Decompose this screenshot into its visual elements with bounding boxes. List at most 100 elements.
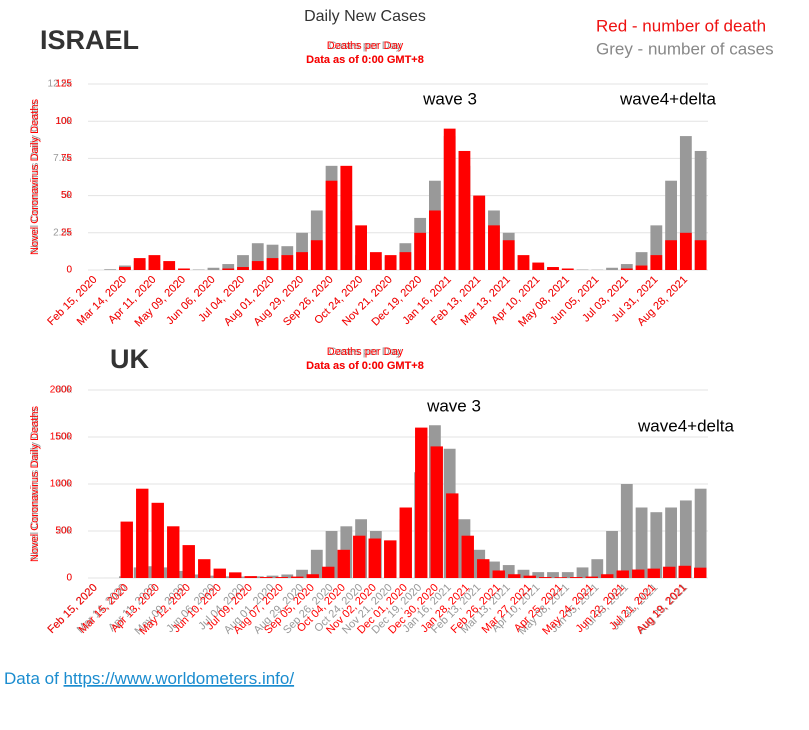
y-tick-label: 1500	[50, 432, 73, 443]
y-tick-label: 80k	[56, 385, 73, 396]
y-tick-label: 5k	[61, 190, 73, 201]
bar	[606, 267, 618, 270]
bar	[576, 567, 589, 578]
page-title: Daily New Cases	[304, 8, 426, 25]
bar	[266, 258, 279, 270]
bar	[136, 488, 149, 578]
bar	[167, 526, 180, 578]
chart-title: Deaths per Day	[327, 346, 404, 358]
bar	[325, 180, 338, 270]
bar	[120, 521, 133, 578]
bar	[635, 265, 648, 270]
bar	[291, 576, 304, 578]
bar	[532, 262, 545, 270]
annotation: wave4+delta	[619, 89, 716, 108]
bar	[632, 569, 645, 578]
bar	[222, 264, 235, 270]
y-tick-label: 0	[66, 265, 72, 276]
footer-text: Data of https://www.worldometers.info/	[4, 669, 294, 688]
bar	[679, 500, 692, 578]
bar	[554, 577, 567, 578]
bar	[281, 574, 294, 578]
y-tick-label: 100	[55, 116, 72, 127]
y-tick-label: 0	[66, 573, 72, 584]
bar	[523, 575, 536, 578]
y-tick-label: 20k	[56, 526, 73, 537]
bar	[163, 261, 176, 270]
y-axis-label: Novel Coronavirus Daily Deaths	[29, 99, 41, 255]
x-tick-label: Feb 15, 2020	[45, 274, 99, 328]
bar	[517, 255, 530, 270]
bar	[620, 268, 633, 270]
y-tick-label: 50	[61, 190, 73, 201]
y-axis-label: Novel Coronavirus Daily Cases	[29, 100, 41, 253]
bar	[368, 538, 381, 578]
bar	[620, 484, 633, 578]
bar	[547, 267, 559, 270]
bar	[606, 531, 618, 578]
y-tick-label: 500	[55, 526, 72, 537]
bar	[251, 576, 264, 578]
y-tick-label: 1000	[50, 479, 73, 490]
annotation: wave 3	[422, 89, 477, 108]
bar	[399, 252, 412, 270]
bar	[281, 255, 294, 270]
bar	[151, 502, 164, 578]
footer-label: Data of	[4, 669, 64, 688]
bar	[244, 576, 257, 578]
bar	[369, 252, 382, 270]
bar	[222, 576, 235, 578]
bar	[488, 225, 500, 270]
bar	[502, 565, 515, 578]
chart-subtitle: Data as of 0:00 GMT+8	[306, 54, 424, 66]
chart-subtitle: Data as of 0:00 GMT+8	[306, 360, 424, 372]
bar	[620, 264, 633, 270]
bar	[337, 549, 350, 578]
y-tick-label: 0	[66, 265, 72, 276]
bar	[547, 572, 559, 578]
bar	[650, 225, 663, 270]
annotation: wave 3	[426, 396, 481, 415]
bar	[260, 577, 273, 578]
y-tick-label: 0	[66, 573, 72, 584]
bar	[133, 258, 146, 270]
bar	[207, 575, 220, 578]
bar	[532, 572, 545, 578]
chart-subtitle: Data as of 0:00 GMT+8	[306, 54, 424, 66]
bar	[679, 136, 692, 270]
bar	[429, 210, 441, 270]
bar	[275, 577, 288, 578]
bar	[237, 267, 249, 270]
bar	[296, 569, 308, 578]
bar	[570, 577, 583, 578]
bar	[415, 427, 428, 578]
bar	[266, 244, 279, 270]
bar	[310, 240, 323, 270]
y-tick-label: 12.5k	[48, 79, 73, 90]
y-tick-label: 25	[61, 227, 73, 238]
panel-title: ISRAEL	[40, 25, 139, 55]
y-tick-label: 40k	[56, 479, 73, 490]
bar	[679, 232, 692, 270]
bar	[251, 261, 264, 270]
y-tick-label: 60k	[56, 432, 73, 443]
y-tick-label: 2000	[50, 385, 73, 396]
bar	[325, 531, 338, 578]
y-axis-label: Novel Coronavirus Daily Cases	[29, 407, 41, 560]
bar	[539, 577, 552, 578]
panel-title: UK	[110, 344, 149, 374]
legend-cases: Grey - number of cases	[596, 39, 774, 58]
legend-deaths: Red - number of death	[596, 16, 766, 35]
footer-link[interactable]: https://www.worldometers.info/	[64, 669, 295, 688]
bar	[296, 232, 308, 270]
bar	[296, 252, 308, 270]
bar	[207, 267, 220, 270]
bar	[694, 567, 707, 578]
y-tick-label: 125	[55, 79, 72, 90]
bar	[198, 559, 211, 578]
bar	[213, 568, 226, 578]
chart-title: Cases per Day	[329, 346, 402, 358]
bar	[517, 569, 530, 578]
bar	[310, 549, 323, 578]
bar	[384, 255, 397, 270]
